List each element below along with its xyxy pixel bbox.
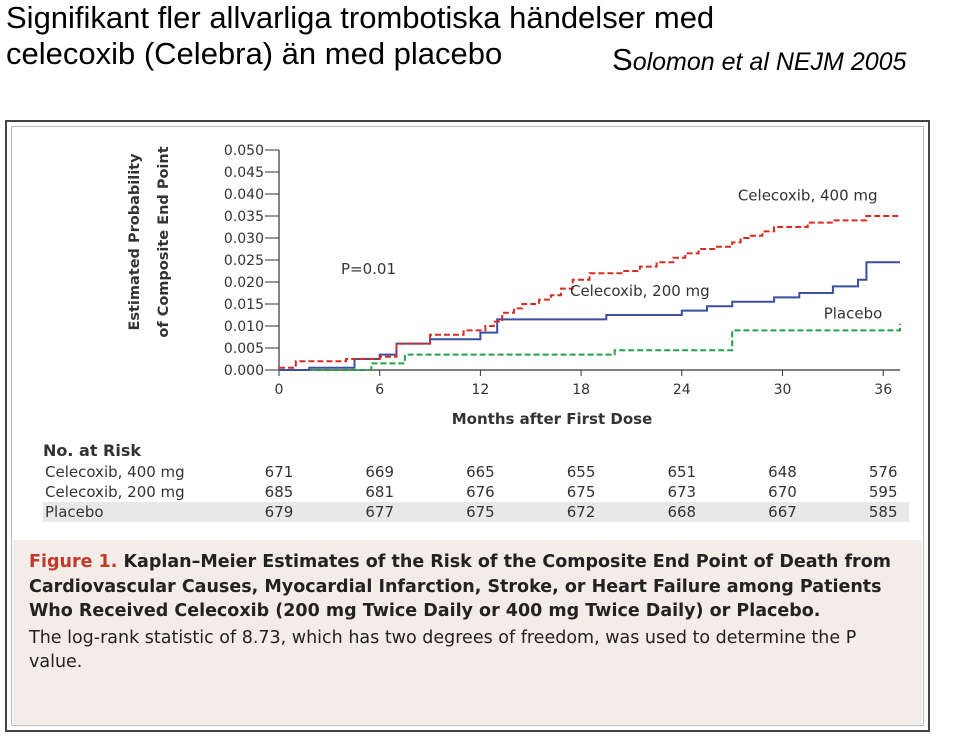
series-label: Placebo [824,305,883,323]
risk-table-row: Celecoxib, 200 mg 685 681 676 675 673 670 595 [43,482,909,502]
y-tick-label: 0.000 [224,363,264,379]
series-layer [279,215,901,371]
risk-table-cell: 675 [466,503,495,521]
caption-main: Figure 1. Kaplan–Meier Estimates of the … [29,550,906,624]
risk-table-rows: Celecoxib, 400 mg 671 669 665 655 651 648 576 Ce… [43,462,909,522]
caption-figure-label: Figure 1. [29,552,118,572]
risk-table-cell: 576 [868,463,898,481]
x-tick-label: 0 [275,382,284,398]
risk-table-cell: 665 [466,463,495,481]
figure-inner-border [11,126,924,726]
y-tick-label: 0.025 [224,253,264,269]
risk-row-label: Celecoxib, 200 mg [45,483,185,501]
risk-table-cell: 667 [768,503,797,521]
y-tick-label: 0.030 [224,231,264,247]
series-line-celecoxib-400-mg [279,215,900,369]
x-tick-label: 6 [375,382,384,398]
risk-table-cell: 673 [667,483,697,501]
y-axis-title: Estimated Probability of Composite End P… [127,146,172,337]
risk-table-cell: 648 [768,463,797,481]
figure-frame: Estimated Probability of Composite End P… [5,120,930,732]
x-axis-label: Months after First Dose [452,410,653,428]
risk-table: No. at Risk Celecoxib, 400 mg 671 669 665 65… [43,440,909,522]
figure-caption: Figure 1. Kaplan–Meier Estimates of the … [13,540,922,724]
kaplan-meier-chart: Estimated Probability of Composite End P… [127,143,901,428]
y-axis-label-line-1: Estimated Probability [127,153,143,331]
slide-title-line-2: celecoxib (Celebra) än med placebo [6,36,503,71]
y-tick-label: 0.020 [224,275,264,291]
risk-row-label: Celecoxib, 400 mg [45,463,185,481]
risk-table-cell: 675 [566,483,596,501]
risk-table-cell: 668 [667,503,697,521]
y-tick-label: 0.015 [224,297,264,313]
y-tick-label: 0.045 [224,165,264,181]
risk-table-cell: 651 [667,463,697,481]
x-tick-label: 24 [673,382,691,398]
slide-title-line-1: Signifikant fler allvarliga trombotiska … [6,0,715,35]
risk-table-cell: 681 [365,483,394,501]
risk-table-cell: 585 [868,503,898,521]
risk-table-cell: 679 [264,503,294,521]
risk-table-cell: 677 [365,503,394,521]
x-tick-label: 12 [471,382,489,398]
risk-table-cell: 672 [566,503,596,521]
risk-table-row: Celecoxib, 400 mg 671 669 665 655 651 648 576 [43,462,909,482]
risk-table-cell: 595 [868,483,898,501]
slide-title: Signifikant fler allvarliga trombotiska … [6,0,956,72]
y-tick-label: 0.005 [224,341,264,357]
y-tick-label: 0.035 [224,209,264,225]
series-label: Celecoxib, 200 mg [570,282,710,300]
y-tick-label: 0.040 [224,187,264,203]
risk-table-cell: 669 [365,463,394,481]
p-value-annotation: P=0.01 [341,260,396,278]
x-tick-label: 30 [774,382,792,398]
risk-table-cell: 676 [466,483,495,501]
risk-table-cell: 670 [768,483,797,501]
risk-table-cell: 655 [566,463,596,481]
series-line-placebo [279,323,901,371]
series-line-celecoxib-200-mg [279,261,900,371]
caption-note: The log-rank statistic of 8.73, which ha… [29,627,857,672]
citation: Solomon et al NEJM 2005 [612,42,906,80]
series-labels: Celecoxib, 400 mg Celecoxib, 200 mg Placeb… [570,187,882,323]
citation-initial: S [612,42,633,77]
citation-rest: olomon et al NEJM 2005 [632,48,907,76]
x-tick-label: 18 [572,382,590,398]
risk-row-label: Placebo [45,503,104,521]
x-tick-label: 36 [874,382,892,398]
y-tick-label: 0.050 [224,143,264,159]
risk-table-row: Placebo 679 677 675 672 668 667 585 [43,502,909,522]
series-label: Celecoxib, 400 mg [738,187,878,205]
risk-table-cell: 685 [264,483,294,501]
ticks: 0.000 0.005 0.010 0.015 0.020 0.025 0.030 0.035… [224,143,892,398]
risk-table-cell: 671 [264,463,294,481]
y-tick-label: 0.010 [224,319,264,335]
y-axis-label-line-2: of Composite End Point [156,146,172,337]
risk-table-heading: No. at Risk [43,441,142,460]
caption-title: Kaplan–Meier Estimates of the Risk of th… [29,552,891,621]
